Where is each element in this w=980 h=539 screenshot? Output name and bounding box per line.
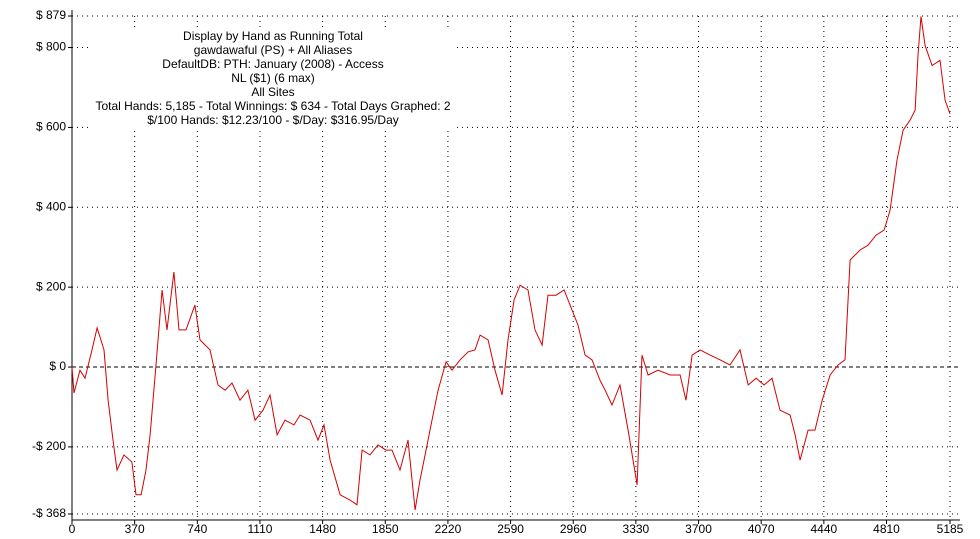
x-tick-label: 370: [125, 522, 145, 536]
x-tick-label: 1480: [309, 522, 336, 536]
chart-subtitle: $/100 Hands: $12.23/100 - $/Day: $316.95…: [147, 113, 399, 127]
chart-subtitle: All Sites: [251, 85, 294, 99]
y-tick-label: -$ 368: [32, 506, 66, 520]
x-tick-label: 3330: [623, 522, 650, 536]
y-tick-label: $ 200: [36, 279, 66, 293]
y-tick-label: $ 600: [36, 120, 66, 134]
chart-subtitle: DefaultDB: PTH: January (2008) - Access: [162, 57, 383, 71]
chart-subtitle: gawdawaful (PS) + All Aliases: [194, 43, 352, 57]
legend-box: [90, 28, 456, 128]
x-tick-label: 1850: [372, 522, 399, 536]
y-tick-label: $ 0: [49, 359, 66, 373]
x-tick-label: 0: [69, 522, 76, 536]
y-tick-label: $ 879: [36, 8, 66, 22]
data-line: [71, 16, 951, 511]
x-tick-label: 2590: [497, 522, 524, 536]
chart-title: Display by Hand as Running Total: [183, 29, 363, 43]
x-tick-label: 3700: [685, 522, 712, 536]
y-tick-label: $ 800: [36, 40, 66, 54]
x-tick-label: 740: [187, 522, 207, 536]
x-tick-label: 4440: [810, 522, 837, 536]
x-tick-label: 2220: [435, 522, 462, 536]
x-tick-label: 5185: [937, 522, 964, 536]
x-tick-label: 4810: [873, 522, 900, 536]
y-tick-label: -$ 200: [32, 439, 66, 453]
x-tick-label: 2960: [560, 522, 587, 536]
x-tick-label: 1110: [248, 522, 273, 536]
chart-subtitle: NL ($1) (6 max): [231, 71, 315, 85]
chart-subtitle: Total Hands: 5,185 - Total Winnings: $ 6…: [95, 99, 450, 113]
y-tick-label: $ 400: [36, 199, 66, 213]
x-tick-label: 4070: [748, 522, 775, 536]
